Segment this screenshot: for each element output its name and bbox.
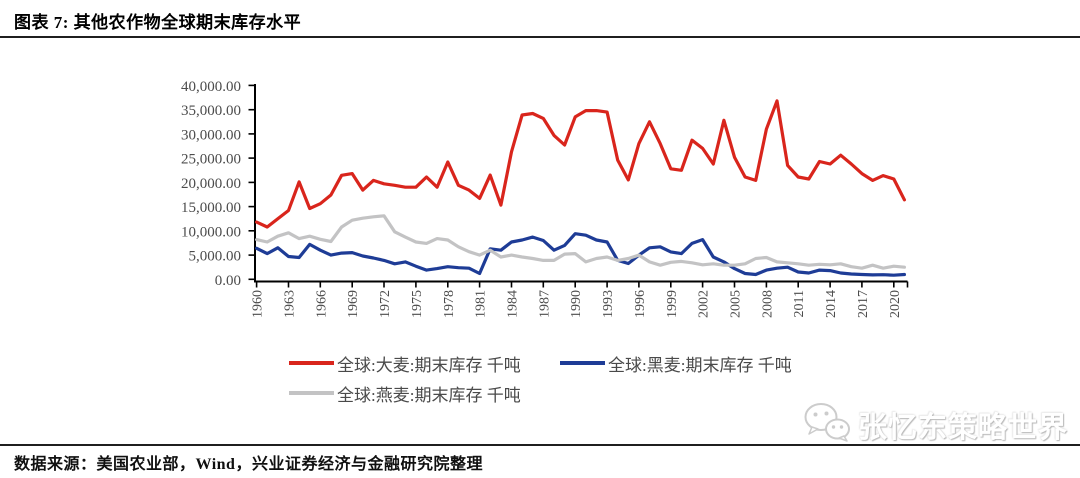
x-tick-label: 1960 <box>251 290 266 318</box>
x-tick-label: 2014 <box>824 290 839 318</box>
legend-label: 全球:黑麦:期末库存 千吨 <box>608 355 792 375</box>
legend-item-2: 全球:燕麦:期末库存 千吨 <box>289 381 560 406</box>
series-line-1 <box>255 232 907 277</box>
y-tick-label: 15,000.00 <box>181 200 241 216</box>
x-tick-label: 2017 <box>856 290 871 318</box>
x-tick-label: 1981 <box>474 290 489 318</box>
x-tick-label: 2008 <box>760 290 775 318</box>
x-tick-label: 1987 <box>537 290 552 318</box>
footer-rule <box>0 444 1080 446</box>
x-tick-label: 1972 <box>378 290 393 318</box>
series-line-0 <box>255 99 907 229</box>
x-tick-label: 1963 <box>283 290 298 318</box>
legend-swatch <box>289 391 334 395</box>
legend-label: 全球:燕麦:期末库存 千吨 <box>337 385 521 405</box>
legend-swatch <box>289 361 334 365</box>
x-tick-label: 2020 <box>888 290 903 318</box>
legend-label: 全球:大麦:期末库存 千吨 <box>337 355 521 375</box>
x-tick-label: 1966 <box>314 290 329 318</box>
axis-lines <box>254 84 908 283</box>
x-tick-label: 2005 <box>729 290 744 318</box>
wechat-icon <box>802 400 852 449</box>
x-tick-label: 2002 <box>697 290 712 318</box>
chart-svg: 0.00 5,000.00 10,000.00 15,000.00 20,000.00 2… <box>181 79 909 318</box>
chart-legend: 全球:大麦:期末库存 千吨 全球:黑麦:期末库存 千吨全球:燕麦:期末库存 千吨 <box>289 348 831 408</box>
y-tick-label: 5,000.00 <box>189 249 242 265</box>
x-tick-label: 2011 <box>792 290 807 317</box>
x-tick-label: 1993 <box>601 290 616 318</box>
data-source-text: 数据来源：美国农业部，Wind，兴业证券经济与金融研究院整理 <box>14 456 483 473</box>
watermark-text: 张忆东策略世界 <box>858 411 1069 444</box>
header-rule <box>0 36 1080 38</box>
y-tick-label: 20,000.00 <box>181 176 241 192</box>
y-tick-label: 35,000.00 <box>181 103 241 119</box>
x-tick-label: 1990 <box>569 290 584 318</box>
x-tick-label: 1996 <box>633 290 648 318</box>
x-tick-label: 1999 <box>665 290 680 318</box>
legend-row: 全球:大麦:期末库存 千吨 全球:黑麦:期末库存 千吨 <box>289 348 831 378</box>
x-tick-label: 1984 <box>506 290 521 318</box>
legend-item-1: 全球:黑麦:期末库存 千吨 <box>560 351 831 376</box>
legend-swatch <box>560 361 605 365</box>
y-tick-label: 30,000.00 <box>181 127 241 143</box>
x-tick-label: 1969 <box>346 290 361 318</box>
y-tick-label: 25,000.00 <box>181 152 241 168</box>
figure-title: 图表 7: 其他农作物全球期末库存水平 <box>14 13 302 32</box>
y-tick-label: 0.00 <box>215 273 241 289</box>
legend-item-0: 全球:大麦:期末库存 千吨 <box>289 351 560 376</box>
watermark: 张忆东策略世界 <box>802 400 1068 449</box>
series-line-2 <box>255 214 907 270</box>
x-tick-label: 1978 <box>442 290 457 318</box>
x-tick-label: 1975 <box>410 290 425 318</box>
y-tick-label: 40,000.00 <box>181 79 241 95</box>
y-tick-label: 10,000.00 <box>181 224 241 240</box>
legend-row: 全球:燕麦:期末库存 千吨 <box>289 378 831 408</box>
